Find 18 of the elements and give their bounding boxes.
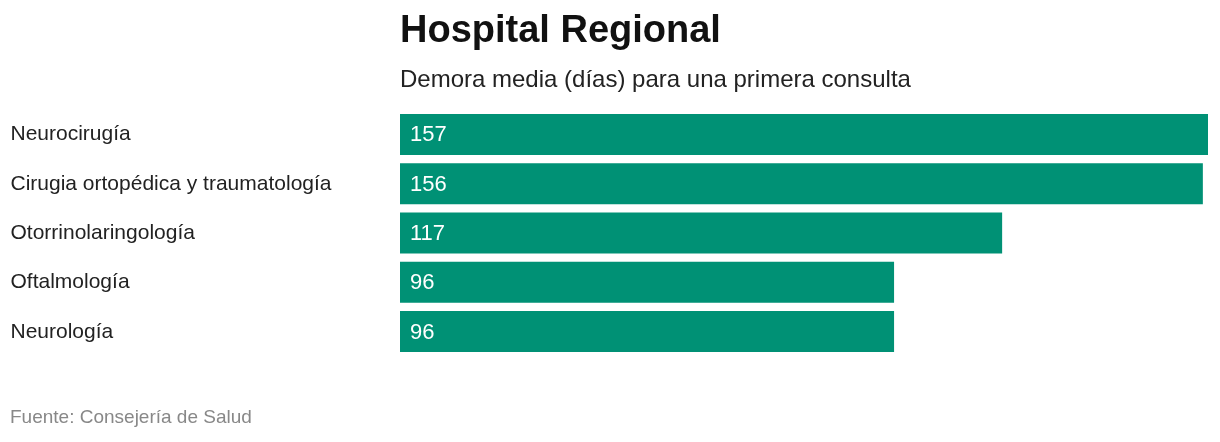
y-tick-label: Neurología (10, 318, 114, 342)
chart-subtitle: Demora media (días) para una primera consulta (400, 65, 912, 92)
data-label: 156 (410, 170, 447, 196)
bar (400, 114, 1208, 155)
data-label: 117 (410, 220, 446, 245)
y-tick-label: Cirugia ortopédica y traumatología (10, 170, 332, 194)
data-label: 96 (410, 318, 435, 344)
y-tick-label: Oftalmología (10, 269, 130, 293)
chart-title: Hospital Regional (400, 8, 721, 50)
source-note: Fuente: Consejería de Salud (10, 406, 252, 428)
bar (400, 261, 895, 303)
y-tick-label: Otorrinolaringología (10, 220, 196, 243)
bar (400, 163, 1203, 205)
bar (400, 212, 1003, 254)
y-tick-label: Neurocirugía (10, 121, 132, 145)
bar (400, 311, 895, 352)
data-label: 157 (410, 121, 447, 147)
data-label: 96 (410, 269, 435, 295)
